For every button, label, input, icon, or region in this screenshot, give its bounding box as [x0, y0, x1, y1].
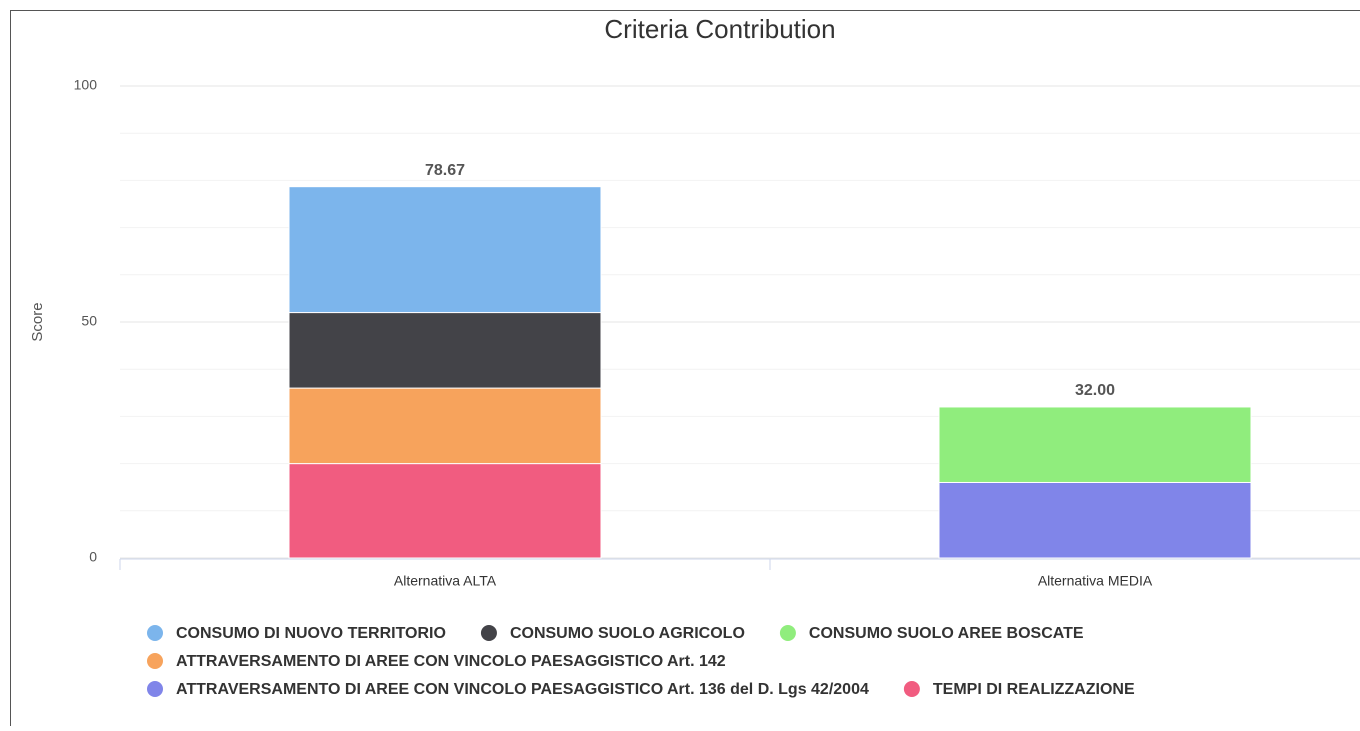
bar-segment — [289, 464, 601, 558]
legend-marker — [481, 625, 497, 641]
legend-marker — [780, 625, 796, 641]
bar-segment — [939, 407, 1251, 483]
y-tick-label: 0 — [89, 549, 97, 565]
x-tick-label: Alternativa ALTA — [394, 573, 497, 589]
legend-label: CONSUMO SUOLO AGRICOLO — [510, 625, 745, 642]
legend-label: TEMPI DI REALIZZAZIONE — [933, 681, 1135, 698]
legend-label: CONSUMO SUOLO AREE BOSCATE — [809, 625, 1084, 642]
bar-segment — [939, 482, 1251, 558]
bar-segment — [289, 187, 601, 313]
stack-total-label: 78.67 — [425, 162, 465, 179]
chart-frame — [11, 11, 1360, 727]
y-tick-label: 50 — [81, 313, 97, 329]
bar-segment — [289, 313, 601, 389]
legend-marker — [147, 625, 163, 641]
legend-marker — [147, 653, 163, 669]
stack-total-label: 32.00 — [1075, 382, 1115, 399]
legend-marker — [904, 681, 920, 697]
legend-label: CONSUMO DI NUOVO TERRITORIO — [176, 625, 446, 642]
chart-title: Criteria Contribution — [604, 14, 835, 44]
y-axis-title: Score — [29, 302, 46, 341]
legend-marker — [147, 681, 163, 697]
x-tick-label: Alternativa MEDIA — [1038, 573, 1153, 589]
legend-label: ATTRAVERSAMENTO DI AREE CON VINCOLO PAES… — [176, 681, 869, 698]
legend-label: ATTRAVERSAMENTO DI AREE CON VINCOLO PAES… — [176, 653, 726, 670]
bar-segment — [289, 388, 601, 464]
y-tick-label: 100 — [74, 77, 98, 93]
